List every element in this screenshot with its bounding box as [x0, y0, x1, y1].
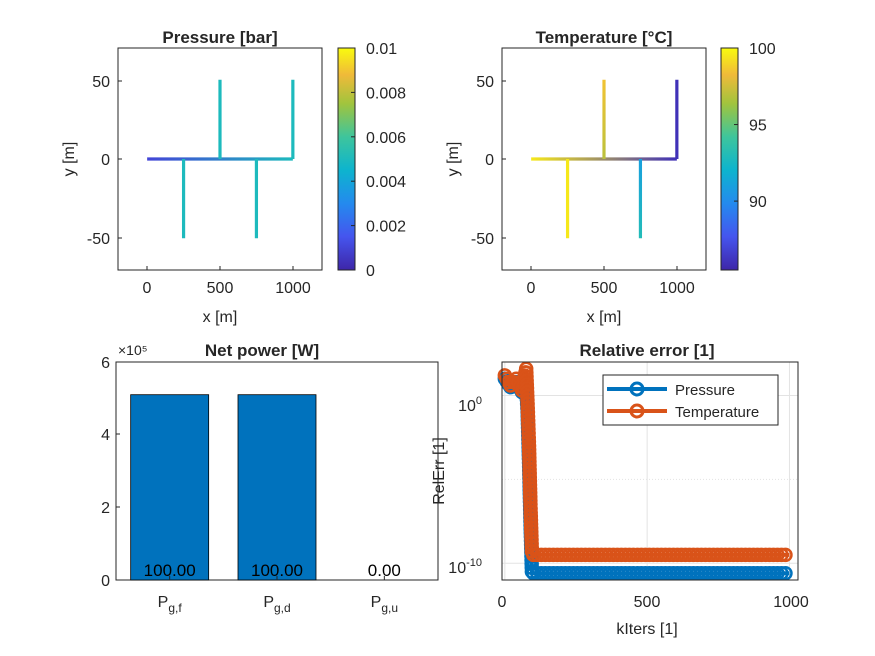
pressure-ytick-0: 50	[92, 74, 110, 91]
pressure-panel: Pressure [bar] 0 500 1000 50 0 -50 x [m]…	[61, 28, 406, 326]
bar-category-label-1: Pg,d	[263, 594, 290, 615]
bar-1	[237, 394, 317, 581]
net-power-bars: 100.00 Pg,f 100.00 Pg,d 0.00 Pg,u	[130, 394, 401, 615]
net-power-title: Net power [W]	[205, 341, 319, 360]
temperature-ylabel: y [m]	[445, 142, 462, 177]
series-temperature-marker	[778, 547, 793, 563]
relative-error-xtick-0: 0	[498, 594, 507, 611]
net-power-ytick-2: 4	[101, 427, 110, 444]
pressure-colorbar	[337, 47, 356, 271]
pressure-colorbar-tick-1: 0.002	[366, 219, 406, 236]
legend: Pressure Temperature	[602, 374, 779, 426]
temperature-panel: Temperature [°C] 0 500 1000 50 0 -50 x […	[445, 28, 776, 326]
bar-data-label-1: 100.00	[251, 561, 303, 580]
temperature-colorbar-ticks: 90 95 100	[734, 41, 776, 211]
net-power-ytick-3: 6	[101, 355, 110, 372]
relative-error-ylabel: RelErr [1]	[431, 437, 448, 505]
relative-error-axes-box	[501, 361, 799, 581]
temperature-xtick-1: 500	[591, 280, 618, 297]
series-pressure-marker	[778, 566, 793, 581]
relative-error-ytick-0: 100	[458, 395, 482, 415]
legend-temperature-marker	[629, 403, 645, 419]
pressure-colorbar-tick-4: 0.008	[366, 85, 406, 102]
pressure-ytick-2: -50	[87, 231, 110, 248]
relative-error-panel: Relative error [1] 0 500 1000 100 10-10 …	[431, 341, 809, 638]
temperature-pipes	[531, 79, 679, 239]
pressure-colorbar-ticks: 0 0.002 0.004 0.006 0.008 0.01	[351, 41, 406, 280]
temperature-colorbar	[720, 47, 739, 271]
temperature-colorbar-tick-2: 100	[749, 41, 776, 58]
net-power-ytick-0: 0	[101, 573, 110, 590]
net-power-exponent: ×10⁵	[118, 342, 148, 358]
temperature-ytick-0: 50	[476, 74, 494, 91]
temperature-colorbar-tick-1: 95	[749, 118, 767, 135]
bar-category-label-2: Pg,u	[371, 594, 398, 615]
pressure-colorbar-tick-5: 0.01	[366, 41, 397, 58]
pressure-ylabel: y [m]	[61, 142, 78, 177]
relative-error-ytick-1: 10-10	[448, 557, 482, 577]
temperature-xtick-0: 0	[527, 280, 536, 297]
pressure-xlabel: x [m]	[203, 309, 238, 326]
relative-error-ytick-1-exp: -10	[466, 557, 482, 569]
temperature-ytick-2: -50	[471, 231, 494, 248]
temperature-xtick-2: 1000	[659, 280, 695, 297]
relative-error-xtick-2: 1000	[773, 594, 809, 611]
relative-error-xtick-1: 500	[634, 594, 661, 611]
legend-temperature-label: Temperature	[675, 404, 759, 421]
relative-error-ytick-0-exp: 0	[476, 395, 482, 407]
pressure-colorbar-tick-0: 0	[366, 263, 375, 280]
net-power-panel: 100.00 Pg,f 100.00 Pg,d 0.00 Pg,u Net power […	[101, 341, 439, 615]
bar-data-label-2: 0.00	[368, 561, 401, 580]
bar-0	[130, 394, 210, 581]
legend-pressure-label: Pressure	[675, 382, 735, 399]
pressure-xtick-1: 500	[207, 280, 234, 297]
relative-error-ytick-0-base: 10	[458, 398, 476, 415]
bar-category-label-0: Pg,f	[158, 594, 183, 615]
relative-error-xlabel: kIters [1]	[616, 621, 677, 638]
bar-data-label-0: 100.00	[144, 561, 196, 580]
pressure-xtick-0: 0	[143, 280, 152, 297]
pressure-colorbar-tick-2: 0.004	[366, 174, 406, 191]
pressure-title: Pressure [bar]	[162, 28, 277, 47]
temperature-colorbar-tick-0: 90	[749, 194, 767, 211]
relative-error-series	[497, 361, 793, 581]
legend-pressure-marker	[629, 381, 645, 397]
pressure-xtick-2: 1000	[275, 280, 311, 297]
relative-error-ytick-1-base: 10	[448, 560, 466, 577]
temperature-title: Temperature [°C]	[536, 28, 673, 47]
pressure-ytick-1: 0	[101, 152, 110, 169]
pressure-colorbar-tick-3: 0.006	[366, 130, 406, 147]
pressure-pipes	[147, 79, 295, 239]
relative-error-title: Relative error [1]	[579, 341, 714, 360]
temperature-xlabel: x [m]	[587, 309, 622, 326]
net-power-ytick-1: 2	[101, 500, 110, 517]
temperature-ytick-1: 0	[485, 152, 494, 169]
